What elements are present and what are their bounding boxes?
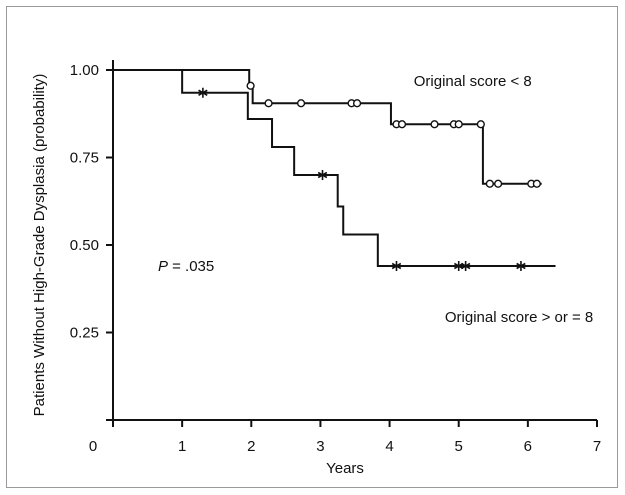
censor-asterisk-marker [198, 87, 208, 98]
x-tick-label: 3 [316, 438, 324, 455]
x-tick-label: 2 [247, 438, 255, 455]
asterisk-stroke [317, 171, 328, 179]
x-tick-label: 1 [178, 438, 186, 455]
asterisk-stroke [198, 89, 208, 96]
ticks: 0 1 2 3 4 5 6 7 0.25 0.50 0.75 1.00 [70, 62, 601, 455]
censor-circle-marker [476, 120, 485, 129]
x-axis-label: Years [326, 460, 364, 477]
censor-circle-marker [352, 99, 362, 108]
censor-circle-marker [246, 81, 255, 90]
censor-circle-marker [494, 179, 503, 188]
p-value-annotation: P = .035 [158, 258, 214, 275]
asterisk-stroke [516, 262, 526, 270]
series-label-score-8-or-above: Original score > or = 8 [445, 309, 593, 326]
x-tick-label: 0 [89, 438, 97, 455]
asterisk-stroke [391, 262, 402, 270]
censor-asterisk-marker [391, 261, 402, 271]
y-tick-label: 1.00 [70, 62, 99, 79]
censor-asterisk-marker [317, 170, 328, 180]
y-axis-label: Patients Without High-Grade Dysplasia (p… [31, 74, 48, 417]
y-tick-label: 0.75 [70, 150, 99, 167]
x-tick-label: 6 [524, 438, 532, 455]
censor-asterisk-marker [460, 261, 471, 271]
censor-circle-marker [454, 120, 463, 129]
axes [112, 60, 597, 426]
p-value-text: = .035 [168, 258, 214, 275]
censor-circle-marker [264, 99, 273, 108]
y-tick-label: 0.25 [70, 325, 99, 342]
asterisk-stroke [460, 262, 471, 270]
censor-circle-marker [532, 179, 541, 188]
y-tick-label: 0.50 [70, 237, 99, 254]
series-label-score-below-8: Original score < 8 [414, 73, 532, 90]
series-1-step-line [113, 69, 556, 267]
x-tick-label: 4 [385, 438, 393, 455]
censor-circle-marker [296, 99, 306, 108]
censor-asterisk-marker [516, 261, 526, 271]
censor-circle-marker [397, 120, 407, 129]
series-0-step-line [113, 69, 542, 185]
x-tick-label: 7 [593, 438, 601, 455]
p-value-symbol: P [158, 258, 168, 275]
figure-frame [6, 6, 618, 488]
labels: Years Patients Without High-Grade Dyspla… [31, 73, 593, 477]
censor-circle-marker [430, 120, 439, 129]
x-tick-label: 5 [455, 438, 463, 455]
series-layer [113, 69, 556, 271]
censor-circle-marker [485, 179, 494, 188]
